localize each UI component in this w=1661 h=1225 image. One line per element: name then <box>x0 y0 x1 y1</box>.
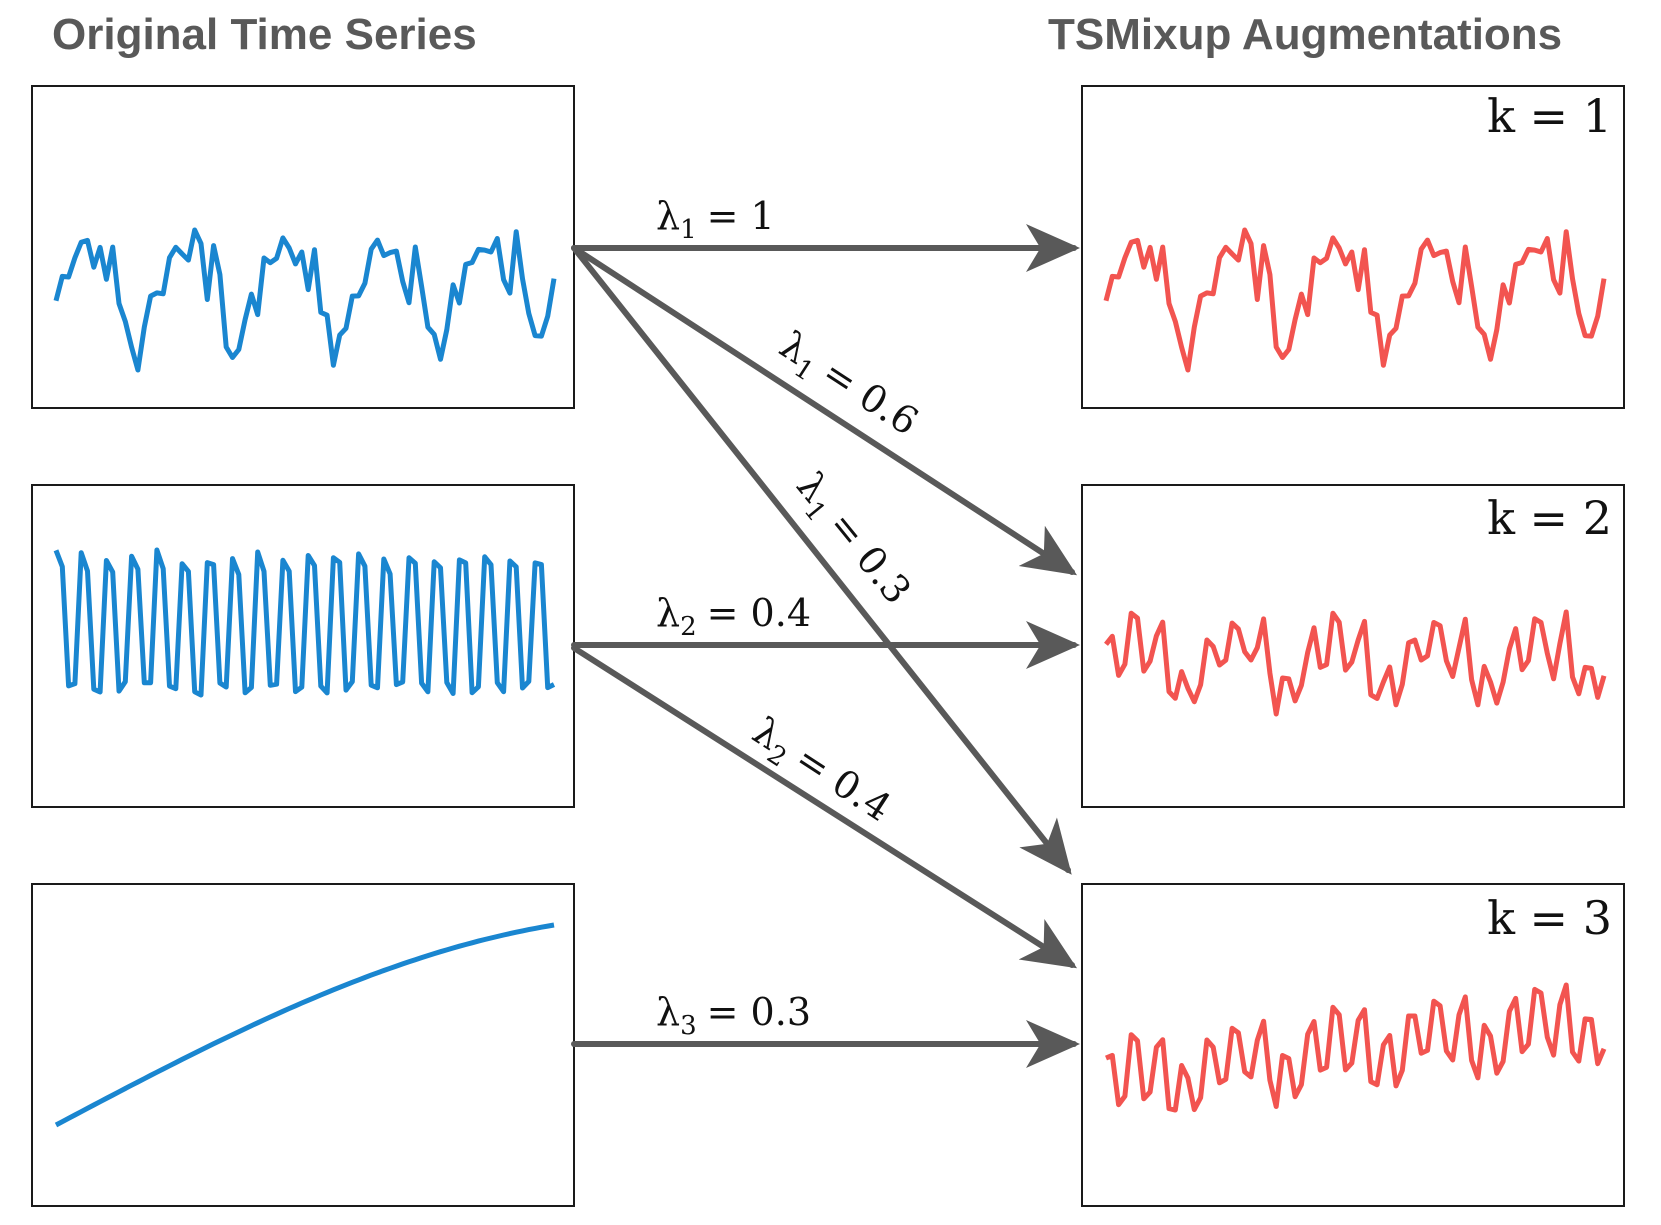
original-series-panel-3 <box>31 883 575 1207</box>
augmentations-header: TSMixup Augmentations <box>1048 10 1563 59</box>
k-label-2: k = 2 <box>1487 491 1612 545</box>
arrow-1-to-3 <box>571 245 1072 875</box>
augmentation-panel-2: k = 2 <box>1081 484 1625 808</box>
weight-label-3-to-3: λ3 = 0.3 <box>656 990 811 1041</box>
k-label-1: k = 1 <box>1487 89 1612 143</box>
arrow-2-to-3 <box>571 645 1078 969</box>
original-series-header: Original Time Series <box>52 10 477 59</box>
original-series-line-1 <box>53 227 557 373</box>
augmentation-panel-1: k = 1 <box>1081 85 1625 409</box>
weight-label-1-to-1: λ1 = 1 <box>656 194 775 245</box>
arrow-1-to-2 <box>571 245 1078 576</box>
k-label-3: k = 3 <box>1487 891 1612 945</box>
augmented-series-line-3 <box>1105 982 1607 1113</box>
weight-label-2-to-2: λ2 = 0.4 <box>656 591 811 642</box>
augmentation-panel-3: k = 3 <box>1081 883 1625 1207</box>
original-series-line-3 <box>54 922 555 1128</box>
augmented-series-line-1 <box>1103 227 1607 373</box>
original-series-panel-2 <box>31 484 575 808</box>
augmented-series-line-2 <box>1104 609 1607 717</box>
original-series-line-2 <box>53 547 556 698</box>
original-series-panel-1 <box>31 85 575 409</box>
